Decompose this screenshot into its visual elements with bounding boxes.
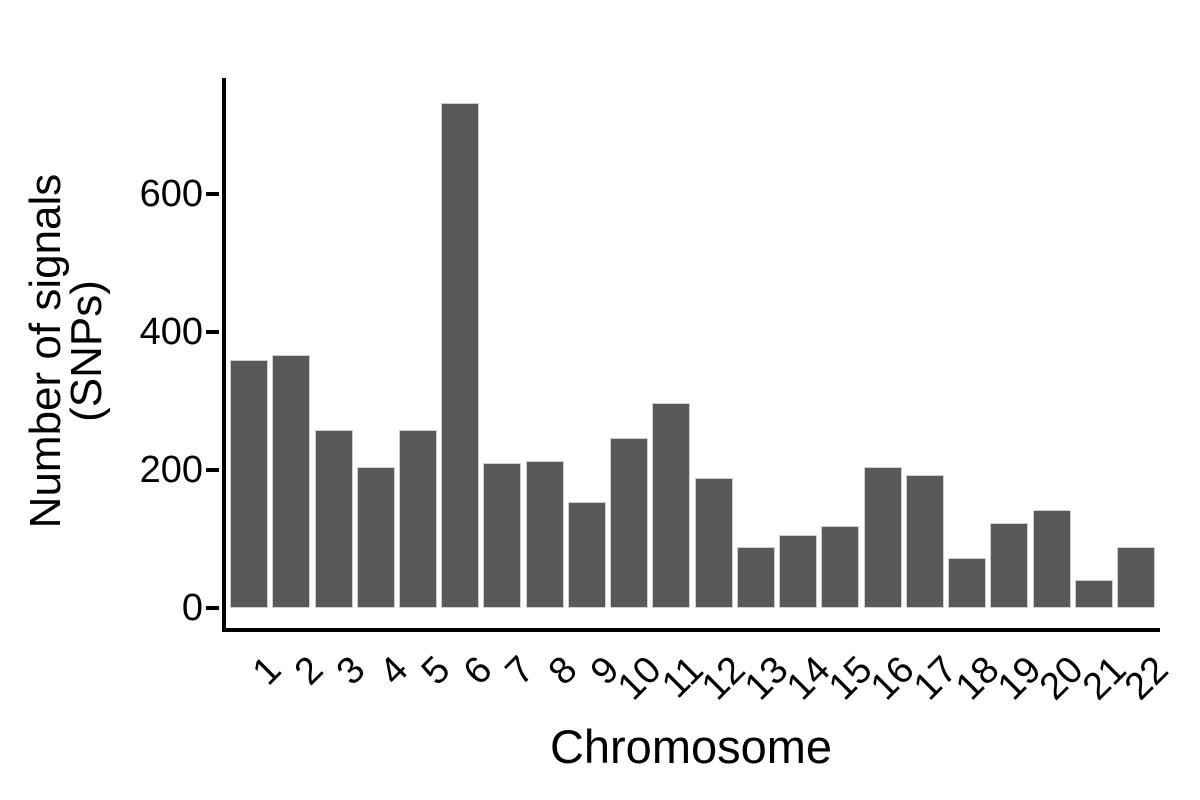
x-tick-label-chr1: 1 <box>244 648 290 694</box>
y-tick-label-0: 0 <box>181 587 203 629</box>
x-axis-title: Chromosome <box>549 720 833 773</box>
bar-chr1 <box>230 360 268 608</box>
bar-chr15 <box>821 525 860 608</box>
bar-chr6 <box>441 102 480 608</box>
bar-chr12 <box>694 477 733 608</box>
bar-chr4 <box>356 467 395 608</box>
x-tick-label-chr6: 6 <box>455 648 501 694</box>
bar-chr8 <box>525 461 564 608</box>
y-tick-mark-200 <box>206 468 219 472</box>
bar-chr22 <box>1117 547 1155 608</box>
x-tick-label-chr3: 3 <box>329 648 374 694</box>
bar-chr5 <box>399 430 437 608</box>
x-tick-label-chr5: 5 <box>413 648 459 694</box>
y-tick-mark-0 <box>206 606 219 610</box>
bar-chr18 <box>948 558 987 608</box>
x-tick-label-chr2: 2 <box>286 648 332 694</box>
bar-chr16 <box>863 466 902 608</box>
y-tick-label-400: 400 <box>139 311 203 353</box>
x-tick-label-chr22: 22 <box>1116 648 1177 709</box>
y-tick-label-200: 200 <box>139 449 203 491</box>
x-tick-label-chr7: 7 <box>498 648 543 694</box>
bar-chr20 <box>1032 510 1071 608</box>
x-tick-label-chr8: 8 <box>540 648 585 694</box>
y-tick-mark-600 <box>206 192 219 196</box>
bar-chr7 <box>483 463 522 608</box>
bar-chr14 <box>779 534 818 608</box>
y-tick-label-600: 600 <box>139 173 203 215</box>
bar-chr11 <box>652 403 691 608</box>
bar-chr21 <box>1074 579 1113 608</box>
bar-chr17 <box>905 474 944 608</box>
y-tick-mark-400 <box>206 330 219 334</box>
bar-chr10 <box>610 438 649 608</box>
bar-chr13 <box>736 546 775 608</box>
bar-chr3 <box>314 430 353 608</box>
bar-chr2 <box>272 354 311 608</box>
bar-chr9 <box>567 502 606 608</box>
x-tick-label-chr4: 4 <box>371 648 416 694</box>
x-axis-line <box>222 628 1160 632</box>
bar-chr19 <box>990 523 1029 608</box>
y-axis-line <box>222 78 226 632</box>
